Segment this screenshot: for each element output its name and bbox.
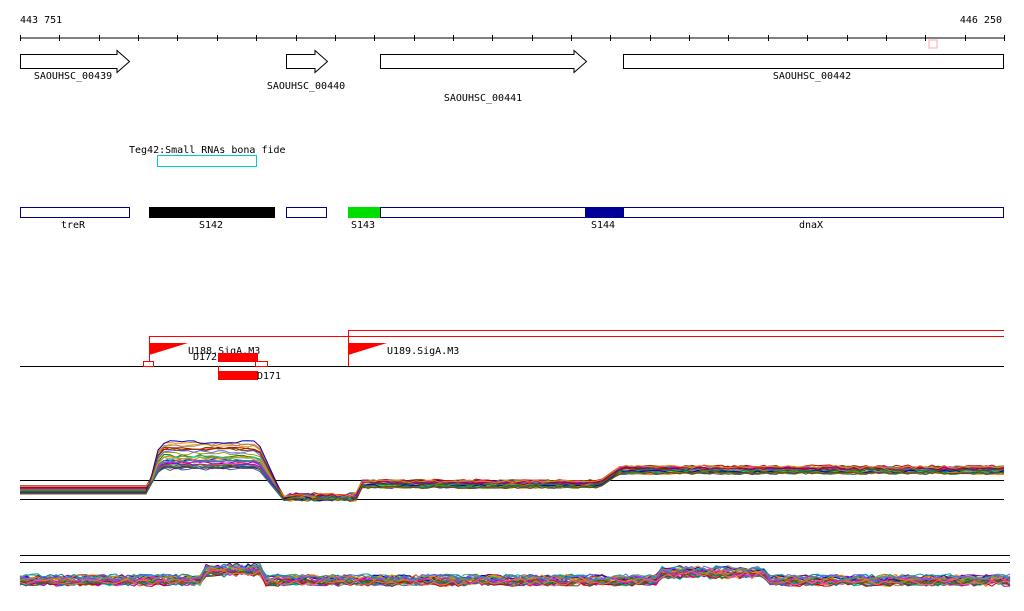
expression-profile-line [20,456,1005,498]
gene-label: SAOUHSC_00440 [267,81,345,92]
promoter-label: U188.SigA.M3 [188,346,260,357]
promoter-flag[interactable] [143,343,189,367]
feature-box-S144[interactable] [586,207,624,218]
expression-profile-line [19,569,1011,586]
feature-label: treR [61,220,86,231]
gene-label: SAOUHSC_00439 [34,71,112,82]
terminator-label: D172 [193,352,217,363]
gene-arrow[interactable] [20,49,131,74]
position-marker[interactable] [928,39,938,49]
position-ruler [20,35,1005,41]
axis-end-label: 446 250 [960,15,1002,26]
feature-label: S142 [199,220,223,231]
feature-box[interactable] [380,207,586,218]
expression-profile-line [20,446,1005,502]
promoter-flag[interactable] [348,343,387,366]
terminator-box[interactable] [218,353,268,367]
expression-track-lower [19,555,1011,588]
feature-label: dnaX [799,220,823,231]
feature-box-treR[interactable] [20,207,130,218]
gene-track: SAOUHSC_00439 SAOUHSC_00440 SAOUHSC_0044… [20,49,1004,104]
terminator-label: D171 [257,371,281,382]
promoter-track: U188.SigA.M3 U189.SigA.M3 D172 D171 [20,330,1004,382]
feature-box-dnaX[interactable] [623,207,1004,218]
gene-arrow[interactable] [380,49,588,74]
axis-start-label: 443 751 [20,15,62,26]
srna-label: Teg42:Small RNAs bona fide [129,145,286,156]
srna-track: Teg42:Small RNAs bona fide [129,145,286,167]
feature-box[interactable] [286,207,327,218]
feature-label: S143 [351,220,375,231]
feature-box-S142[interactable] [149,207,275,218]
expression-track-upper [20,440,1005,502]
terminator-box[interactable] [218,366,258,380]
expression-profile-line [19,566,1011,586]
gene-box[interactable] [623,54,1004,69]
feature-label: S144 [591,220,615,231]
gene-label: SAOUHSC_00441 [444,93,522,104]
expression-profile-line [19,564,1011,581]
feature-track: treR S142 S143 S144 dnaX [20,207,1004,231]
expression-profile-line [20,465,1005,499]
expression-profile-line [20,465,1005,502]
gene-arrow[interactable] [286,49,329,74]
gene-label: SAOUHSC_00442 [773,71,851,82]
promoter-label: U189.SigA.M3 [387,346,459,357]
feature-box-S143[interactable] [348,207,380,218]
expression-profile-line [19,562,1011,581]
srna-box[interactable] [157,155,257,167]
